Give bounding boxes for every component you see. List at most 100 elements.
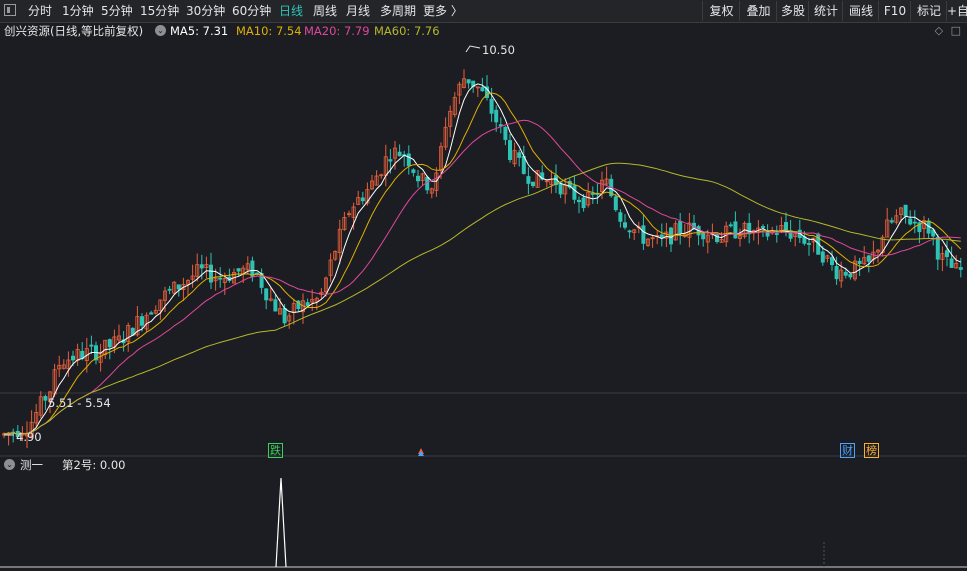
candle-body xyxy=(43,396,48,401)
candle-body xyxy=(774,233,779,235)
candle-body xyxy=(66,359,71,370)
candle-body xyxy=(958,267,963,270)
candle-body xyxy=(57,364,62,370)
candle-body xyxy=(117,335,122,341)
candle-body xyxy=(517,152,522,158)
candle-body xyxy=(153,309,158,314)
custom-button[interactable]: +自 xyxy=(946,1,967,21)
candle-body xyxy=(728,224,733,227)
candle-body xyxy=(664,231,669,239)
candle-body xyxy=(577,199,582,203)
sidebar-toggle-icon[interactable] xyxy=(4,4,16,16)
candle-body xyxy=(139,316,144,326)
chart-canvas[interactable] xyxy=(0,40,967,571)
candle-body xyxy=(531,181,536,187)
diamond-icon[interactable]: ◇ xyxy=(934,24,944,37)
candle-body xyxy=(314,297,319,302)
candle-body xyxy=(34,412,39,424)
period-tab-multi[interactable]: 多周期 xyxy=(380,4,417,18)
candle-body xyxy=(876,249,881,253)
candle-body xyxy=(747,222,752,235)
candle-body xyxy=(899,207,904,215)
header-icons: ◇ □ xyxy=(935,22,961,40)
stats-button[interactable]: 统计 xyxy=(808,1,843,21)
candle-body xyxy=(167,288,172,291)
candle-body xyxy=(392,147,397,159)
period-tab-monthly[interactable]: 月线 xyxy=(346,4,371,18)
candle-body xyxy=(512,150,517,165)
f10-button[interactable]: F10 xyxy=(878,1,911,21)
period-tab-more[interactable]: 更多 〉 xyxy=(423,4,463,18)
mark-button[interactable]: 标记 xyxy=(910,1,947,21)
candle-body xyxy=(162,290,167,301)
candle-body xyxy=(448,110,453,127)
chart-header: 创兴资源(日线,等比前复权) ⌄ MA5: 7.31 MA10: 7.54 MA… xyxy=(0,22,967,40)
candle-body xyxy=(830,257,835,265)
ma60-value: MA60: 7.76 xyxy=(374,24,440,38)
candle-body xyxy=(931,229,936,237)
die-marker[interactable]: 跌 xyxy=(268,443,283,458)
candle-body xyxy=(715,234,720,242)
candle-body xyxy=(374,175,379,186)
period-tab-60min[interactable]: 60分钟 xyxy=(232,4,272,18)
candle-body xyxy=(310,298,315,303)
period-tab-fenshi[interactable]: 分时 xyxy=(28,4,53,18)
draw-button[interactable]: 画线 xyxy=(842,1,879,21)
period-tab-daily[interactable]: 日线 xyxy=(279,4,304,18)
indicator-chevron-icon[interactable]: ⌄ xyxy=(4,459,15,470)
candle-body xyxy=(365,189,370,204)
candle-body xyxy=(71,355,76,361)
candle-body xyxy=(889,220,894,223)
adjust-button[interactable]: 复权 xyxy=(702,1,740,21)
event-marker-icon xyxy=(418,451,424,456)
candle-body xyxy=(411,169,416,173)
candle-body xyxy=(811,237,816,243)
candle-body xyxy=(701,233,706,240)
candle-body xyxy=(268,298,273,301)
candle-body xyxy=(337,228,342,253)
candle-body xyxy=(751,230,756,232)
candle-body xyxy=(834,266,839,280)
candle-body xyxy=(567,180,572,188)
ma20-value: MA20: 7.79 xyxy=(304,24,370,38)
window-icon[interactable]: □ xyxy=(950,24,961,37)
candle-body xyxy=(935,236,940,260)
candle-body xyxy=(287,315,292,322)
candle-body xyxy=(245,263,250,271)
indicator-header: ⌄ 测一 第2号: 0.00 xyxy=(0,457,967,473)
candle-body xyxy=(885,219,890,238)
candle-body xyxy=(346,213,351,216)
candle-body xyxy=(807,243,812,245)
candle-body xyxy=(475,86,480,89)
candle-body xyxy=(862,257,867,265)
candle-body xyxy=(126,325,131,342)
ma-settings-chevron-icon[interactable]: ⌄ xyxy=(155,25,166,36)
period-tab-weekly[interactable]: 周线 xyxy=(313,4,338,18)
candle-body xyxy=(540,172,545,180)
period-tab-15min[interactable]: 15分钟 xyxy=(140,4,180,18)
candle-body xyxy=(107,339,112,348)
period-tab-30min[interactable]: 30分钟 xyxy=(186,4,226,18)
candle-body xyxy=(618,212,623,222)
candle-body xyxy=(457,83,462,96)
period-tab-1min[interactable]: 1分钟 xyxy=(62,4,94,18)
candle-body xyxy=(172,281,177,294)
candle-body xyxy=(848,273,853,278)
candle-body xyxy=(149,312,154,315)
candle-body xyxy=(761,226,766,228)
bang-marker[interactable]: 榜 xyxy=(864,443,879,458)
multi-stock-button[interactable]: 多股 xyxy=(776,1,809,21)
candle-body xyxy=(415,175,420,182)
candle-body xyxy=(135,316,140,336)
candle-body xyxy=(480,87,485,92)
candle-body xyxy=(406,153,411,167)
overlay-button[interactable]: 叠加 xyxy=(739,1,777,21)
candle-body xyxy=(678,220,683,234)
candle-body xyxy=(507,140,512,160)
candle-body xyxy=(250,260,255,277)
range-price-label: 5.51 - 5.54 xyxy=(48,396,111,410)
stock-title: 创兴资源(日线,等比前复权) xyxy=(4,24,144,38)
period-tab-5min[interactable]: 5分钟 xyxy=(101,4,133,18)
cai-marker[interactable]: 财 xyxy=(840,443,855,458)
ma10-line xyxy=(3,92,962,435)
